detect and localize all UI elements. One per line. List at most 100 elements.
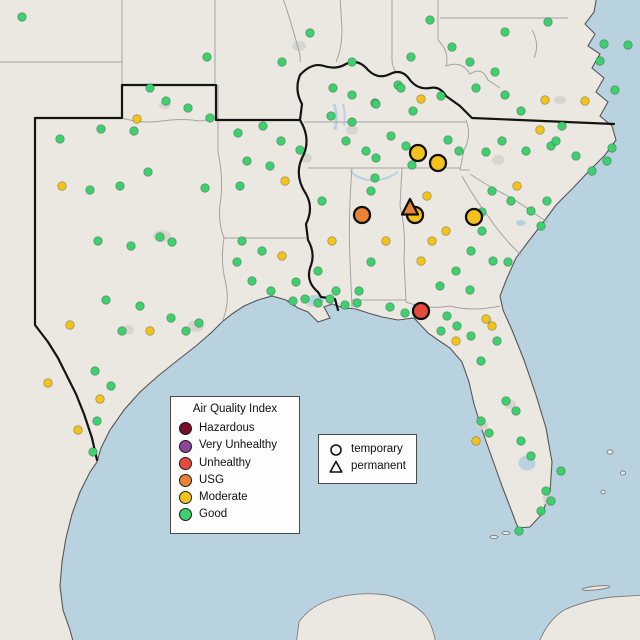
- aqi-marker-good[interactable]: [325, 294, 335, 304]
- aqi-marker-good[interactable]: [551, 136, 561, 146]
- aqi-marker-good[interactable]: [436, 91, 446, 101]
- aqi-marker-moderate[interactable]: [73, 425, 83, 435]
- aqi-marker-moderate[interactable]: [535, 125, 545, 135]
- aqi-marker-good[interactable]: [484, 428, 494, 438]
- aqi-marker-moderate[interactable]: [277, 251, 287, 261]
- aqi-marker-good[interactable]: [317, 196, 327, 206]
- aqi-marker-good[interactable]: [347, 117, 357, 127]
- aqi-marker-moderate[interactable]: [427, 236, 437, 246]
- aqi-marker-good[interactable]: [106, 381, 116, 391]
- aqi-marker-good[interactable]: [331, 286, 341, 296]
- aqi-marker-good[interactable]: [557, 121, 567, 131]
- aqi-marker-good[interactable]: [313, 266, 323, 276]
- aqi-marker-good[interactable]: [385, 302, 395, 312]
- aqi-marker-good[interactable]: [371, 99, 381, 109]
- aqi-marker-good[interactable]: [232, 257, 242, 267]
- aqi-marker-good[interactable]: [435, 281, 445, 291]
- aqi-marker-good[interactable]: [514, 526, 524, 536]
- aqi-marker-good[interactable]: [488, 256, 498, 266]
- aqi-marker-good[interactable]: [386, 131, 396, 141]
- aqi-marker-unhealthy[interactable]: [411, 301, 431, 321]
- aqi-marker-good[interactable]: [361, 146, 371, 156]
- aqi-marker-good[interactable]: [401, 141, 411, 151]
- aqi-marker-good[interactable]: [516, 436, 526, 446]
- aqi-marker-moderate[interactable]: [65, 320, 75, 330]
- aqi-marker-good[interactable]: [476, 356, 486, 366]
- aqi-marker-good[interactable]: [55, 134, 65, 144]
- aqi-marker-good[interactable]: [500, 27, 510, 37]
- aqi-marker-good[interactable]: [117, 326, 127, 336]
- aqi-marker-good[interactable]: [500, 90, 510, 100]
- aqi-marker-good[interactable]: [436, 326, 446, 336]
- aqi-marker-good[interactable]: [85, 185, 95, 195]
- aqi-marker-good[interactable]: [610, 85, 620, 95]
- aqi-marker-good[interactable]: [476, 416, 486, 426]
- aqi-marker-good[interactable]: [242, 156, 252, 166]
- aqi-marker-good[interactable]: [265, 161, 275, 171]
- aqi-marker-good[interactable]: [352, 298, 362, 308]
- aqi-marker-good[interactable]: [447, 42, 457, 52]
- aqi-marker-good[interactable]: [442, 311, 452, 321]
- aqi-marker-good[interactable]: [90, 366, 100, 376]
- aqi-marker-good[interactable]: [536, 506, 546, 516]
- aqi-marker-good[interactable]: [465, 285, 475, 295]
- aqi-marker-moderate[interactable]: [416, 94, 426, 104]
- aqi-marker-good[interactable]: [135, 301, 145, 311]
- aqi-marker-good[interactable]: [205, 113, 215, 123]
- aqi-marker-moderate[interactable]: [487, 321, 497, 331]
- aqi-marker-good[interactable]: [599, 39, 609, 49]
- aqi-marker-good[interactable]: [155, 232, 165, 242]
- aqi-marker-good[interactable]: [543, 17, 553, 27]
- aqi-marker-moderate[interactable]: [57, 181, 67, 191]
- aqi-marker-moderate[interactable]: [540, 95, 550, 105]
- aqi-marker-good[interactable]: [571, 151, 581, 161]
- aqi-marker-good[interactable]: [466, 246, 476, 256]
- aqi-marker-good[interactable]: [607, 143, 617, 153]
- aqi-marker-good[interactable]: [340, 300, 350, 310]
- aqi-marker-good[interactable]: [497, 136, 507, 146]
- aqi-marker-good[interactable]: [503, 257, 513, 267]
- aqi-marker-good[interactable]: [492, 336, 502, 346]
- aqi-marker-moderate[interactable]: [132, 114, 142, 124]
- aqi-marker-good[interactable]: [181, 326, 191, 336]
- aqi-marker-good[interactable]: [347, 57, 357, 67]
- aqi-marker-moderate[interactable]: [422, 191, 432, 201]
- aqi-marker-good[interactable]: [300, 294, 310, 304]
- aqi-marker-good[interactable]: [115, 181, 125, 191]
- aqi-marker-good[interactable]: [516, 106, 526, 116]
- aqi-marker-good[interactable]: [371, 153, 381, 163]
- aqi-marker-good[interactable]: [602, 156, 612, 166]
- aqi-marker-good[interactable]: [595, 56, 605, 66]
- aqi-marker-good[interactable]: [443, 135, 453, 145]
- aqi-marker-good[interactable]: [167, 237, 177, 247]
- aqi-marker-good[interactable]: [542, 196, 552, 206]
- aqi-marker-good[interactable]: [161, 96, 171, 106]
- aqi-marker-good[interactable]: [366, 186, 376, 196]
- aqi-marker-good[interactable]: [487, 186, 497, 196]
- aqi-marker-moderate[interactable]: [512, 181, 522, 191]
- aqi-marker-good[interactable]: [521, 146, 531, 156]
- aqi-marker-good[interactable]: [465, 57, 475, 67]
- aqi-marker-good[interactable]: [400, 308, 410, 318]
- aqi-marker-good[interactable]: [258, 121, 268, 131]
- aqi-marker-good[interactable]: [526, 451, 536, 461]
- aqi-marker-moderate[interactable]: [464, 207, 484, 227]
- aqi-marker-good[interactable]: [92, 416, 102, 426]
- aqi-marker-good[interactable]: [481, 147, 491, 157]
- aqi-marker-moderate[interactable]: [327, 236, 337, 246]
- aqi-marker-good[interactable]: [471, 83, 481, 93]
- aqi-marker-moderate[interactable]: [580, 96, 590, 106]
- aqi-marker-moderate[interactable]: [428, 153, 448, 173]
- aqi-marker-good[interactable]: [145, 83, 155, 93]
- aqi-marker-moderate[interactable]: [451, 336, 461, 346]
- aqi-marker-moderate[interactable]: [381, 236, 391, 246]
- aqi-marker-good[interactable]: [406, 52, 416, 62]
- aqi-marker-good[interactable]: [466, 331, 476, 341]
- aqi-marker-usg[interactable]: [400, 197, 420, 216]
- aqi-marker-good[interactable]: [408, 106, 418, 116]
- aqi-marker-good[interactable]: [370, 173, 380, 183]
- aqi-marker-moderate[interactable]: [471, 436, 481, 446]
- aqi-marker-moderate[interactable]: [95, 394, 105, 404]
- aqi-marker-good[interactable]: [425, 15, 435, 25]
- aqi-marker-moderate[interactable]: [416, 256, 426, 266]
